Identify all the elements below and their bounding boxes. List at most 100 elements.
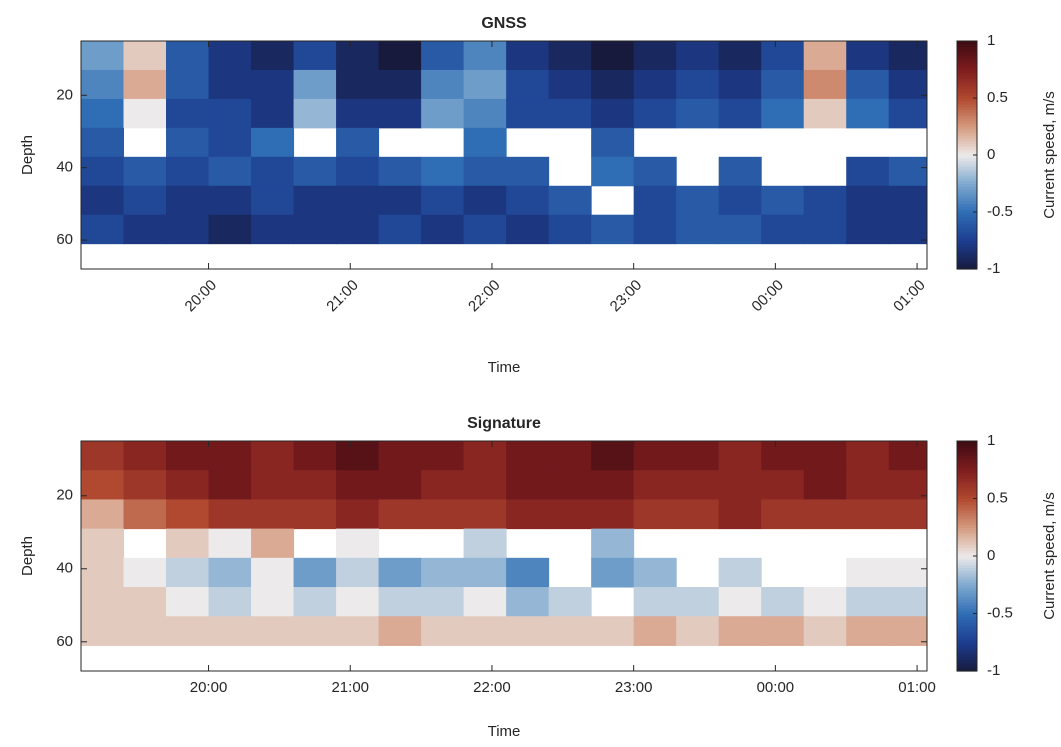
heatmap-cell — [803, 441, 847, 471]
heatmap-cell — [421, 156, 465, 187]
heatmap-cell — [293, 499, 337, 530]
heatmap-cell — [718, 185, 762, 216]
colorbar-segment — [957, 177, 977, 182]
heatmap-cell — [81, 98, 125, 129]
x-tick-label: 20:00 — [182, 277, 221, 316]
heatmap-cell — [803, 185, 847, 216]
heatmap-cell — [293, 69, 337, 100]
heatmap-cell — [761, 499, 805, 530]
heatmap-cell — [421, 98, 465, 129]
colorbar-segment — [957, 220, 977, 224]
heatmap-cell — [336, 499, 380, 530]
colorbar-segment — [957, 567, 977, 571]
colorbar-segment — [957, 443, 977, 448]
colorbar-segment — [957, 251, 977, 256]
colorbar-segment — [957, 41, 977, 45]
colorbar-segment — [957, 223, 977, 227]
colorbar-segment — [957, 152, 977, 156]
heatmap-cell — [506, 41, 550, 71]
heatmap-cell — [251, 41, 295, 71]
heatmap-cell — [463, 528, 507, 559]
colorbar-segment — [957, 212, 977, 216]
heatmap-cell — [208, 41, 252, 71]
heatmap-cell — [378, 156, 422, 187]
colorbar-segment — [957, 172, 977, 176]
heatmap-cell — [591, 616, 635, 646]
heatmap-cell — [846, 214, 890, 245]
heatmap-cell — [463, 41, 507, 71]
colorbar-segment — [957, 129, 977, 133]
heatmap-cell — [718, 41, 762, 71]
heatmap-cell — [591, 127, 635, 158]
heatmap-cell — [591, 41, 635, 71]
heatmap-cell — [888, 156, 927, 187]
y-tick-label: 40 — [56, 159, 73, 176]
colorbar-segment — [957, 55, 977, 59]
heatmap-cell — [251, 214, 295, 245]
heatmap-cell — [251, 616, 295, 646]
heatmap-cell — [463, 587, 507, 617]
heatmap-cell — [548, 470, 592, 500]
heatmap-cell — [888, 616, 927, 646]
colorbar-segment — [957, 197, 977, 202]
colorbar-segment — [957, 524, 977, 528]
heatmap-cell — [166, 214, 210, 245]
colorbar-segment — [957, 489, 977, 494]
colorbar-segment — [957, 246, 977, 250]
heatmap-cell — [888, 557, 927, 588]
colorbar-segment — [957, 472, 977, 477]
heatmap-cell — [633, 156, 677, 187]
heatmap-cell — [633, 557, 677, 588]
colorbar-segment — [957, 625, 977, 629]
colorbar-segment — [957, 83, 977, 88]
x-tick-label: 00:00 — [757, 679, 795, 696]
heatmap-cell — [251, 441, 295, 471]
heatmap-cell — [123, 470, 167, 500]
heatmap-cell — [81, 587, 125, 617]
colorbar-segment — [957, 109, 977, 113]
heatmap-cell — [846, 441, 890, 471]
x-tick-label: 20:00 — [190, 679, 228, 696]
colorbar-segment — [957, 257, 977, 262]
colorbar-tick-label: 1 — [987, 432, 995, 449]
colorbar-tick-label: -0.5 — [987, 604, 1013, 621]
x-tick-label: 23:00 — [607, 277, 646, 316]
colorbar-segment — [957, 143, 977, 148]
heatmap-cell — [208, 185, 252, 216]
heatmap-cell — [378, 616, 422, 646]
colorbar-segment — [957, 504, 977, 508]
colorbar-segment — [957, 512, 977, 517]
heatmap-cell — [378, 587, 422, 617]
y-tick-label: 60 — [56, 633, 73, 650]
y-axis-label: Depth — [19, 536, 36, 576]
colorbar-segment — [957, 137, 977, 142]
heatmap-cell — [761, 214, 805, 245]
heatmap-cell — [421, 214, 465, 245]
heatmap-cell — [336, 41, 380, 71]
heatmap-cell — [208, 441, 252, 471]
colorbar-segment — [957, 89, 977, 93]
heatmap-cell — [378, 214, 422, 245]
colorbar-segment — [957, 650, 977, 655]
colorbar-segment — [957, 518, 977, 523]
heatmap-cell — [378, 41, 422, 71]
colorbar-segment — [957, 120, 977, 125]
y-tick-label: 40 — [56, 560, 73, 577]
heatmap-cell — [548, 499, 592, 530]
colorbar-segment — [957, 558, 977, 563]
colorbar-segment — [957, 49, 977, 53]
heatmap-cell — [506, 69, 550, 100]
colorbar-segment — [957, 576, 977, 580]
heatmap-cell — [81, 528, 125, 559]
colorbar-segment — [957, 587, 977, 592]
colorbar-segment — [957, 266, 977, 270]
heatmap-cell — [676, 587, 720, 617]
heatmap-cell — [888, 499, 927, 530]
heatmap-cell — [761, 616, 805, 646]
heatmap-cell — [166, 557, 210, 588]
heatmap-cell — [591, 214, 635, 245]
heatmap-cells — [81, 441, 927, 646]
heatmap-cell — [591, 499, 635, 530]
heatmap-cell — [718, 470, 762, 500]
heatmap-cell — [761, 587, 805, 617]
